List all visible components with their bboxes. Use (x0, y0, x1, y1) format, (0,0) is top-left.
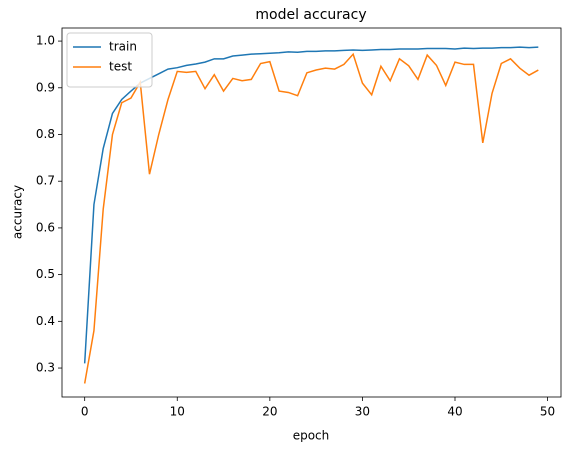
y-tick-label: 0.9 (36, 80, 55, 94)
x-axis-label: epoch (293, 429, 330, 443)
y-axis-label: accuracy (11, 185, 25, 239)
y-tick-label: 0.6 (36, 220, 55, 234)
y-tick-label: 0.3 (36, 361, 55, 375)
chart-title: model accuracy (255, 7, 366, 23)
x-tick-label: 10 (170, 405, 185, 419)
line-series (83, 52, 539, 384)
x-tick-label: 0 (81, 405, 89, 419)
x-tick-label: 20 (262, 405, 277, 419)
legend-label: train (109, 40, 137, 54)
y-tick-label: 0.7 (36, 174, 55, 188)
y-tick-label: 0.5 (36, 267, 55, 281)
y-tick-label: 0.4 (36, 314, 55, 328)
x-tick-label: 50 (540, 405, 555, 419)
legend-label: test (109, 60, 132, 74)
y-tick-label: 1.0 (36, 34, 55, 48)
x-tick-label: 40 (447, 405, 462, 419)
y-tick-label: 0.8 (36, 127, 55, 141)
x-tick-label: 30 (355, 405, 370, 419)
line-series (83, 46, 539, 364)
plot-frame (61, 27, 562, 398)
